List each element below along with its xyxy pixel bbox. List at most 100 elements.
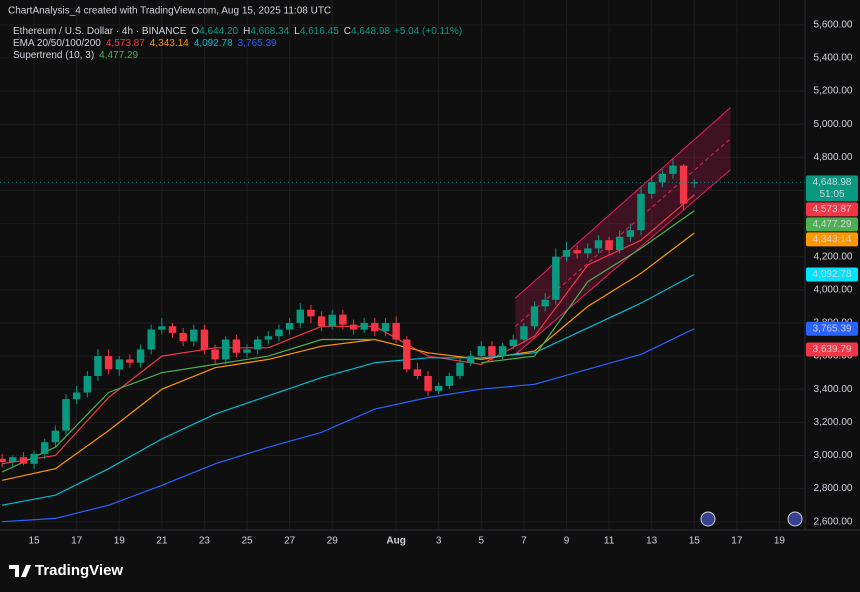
ohlc-key: H [243, 26, 250, 37]
x-tick-label: 17 [71, 536, 83, 547]
candle-body [413, 369, 422, 376]
x-tick-label: 9 [564, 536, 570, 547]
event-icon[interactable] [787, 511, 803, 527]
candle-body [40, 442, 49, 454]
candle-body [243, 349, 251, 353]
ohlc-value: 4,644.20 [199, 26, 238, 37]
candle-body [147, 329, 155, 350]
y-tick-label: 4,200.00 [814, 251, 853, 262]
candle-body [637, 193, 645, 231]
x-tick-label: 7 [521, 536, 527, 547]
symbol: Ethereum / U.S. Dollar · 4h · BINANCE [13, 26, 187, 37]
candle-body [488, 346, 496, 357]
legend-header: ChartAnalysis_4 created with TradingView… [8, 6, 462, 61]
symbol-line: Ethereum / U.S. Dollar · 4h · BINANCE O4,… [13, 26, 462, 37]
ohlc-value: 4,616.45 [300, 26, 339, 37]
price-label: 3,765.39 [813, 323, 852, 334]
candle-body [9, 457, 17, 463]
axes: 2,600.00 2,800.00 3,000.00 3,200.00 3,400.00… [29, 19, 858, 547]
candle-body [498, 346, 507, 357]
ohlc-key: L [294, 26, 300, 37]
candle-body [392, 322, 400, 340]
x-tick-label: 17 [731, 536, 743, 547]
candle-body [552, 256, 560, 300]
candle-body [456, 362, 464, 376]
y-tick-label: 2,800.00 [814, 483, 853, 494]
candle-body [584, 248, 592, 254]
x-tick-label: Aug [386, 536, 405, 547]
candle-body [104, 356, 113, 370]
event-icon[interactable] [700, 511, 716, 527]
ema-value: 4,092.78 [194, 38, 233, 49]
price-label-box [806, 321, 858, 336]
x-tick-label: 15 [29, 536, 41, 547]
candle-body [434, 385, 443, 391]
candle-body [573, 250, 581, 254]
price-label-box [806, 267, 858, 282]
x-tick-label: 21 [156, 536, 168, 547]
x-tick-label: 3 [436, 536, 442, 547]
candle-body [264, 336, 273, 340]
x-tick-label: 19 [774, 536, 786, 547]
candle-body [424, 375, 432, 391]
candle-body [594, 240, 603, 249]
candle-body [62, 399, 70, 431]
price-label: 4,092.78 [813, 269, 852, 280]
candle-body [168, 326, 177, 333]
y-tick-label: 2,600.00 [814, 516, 853, 527]
ema-label: EMA 20/50/100/200 [13, 38, 101, 49]
y-tick-label: 5,000.00 [814, 119, 853, 130]
candle-body [679, 165, 688, 204]
x-tick-label: 11 [604, 536, 615, 547]
candle-body [51, 430, 60, 443]
ema-value: 3,765.39 [238, 38, 277, 49]
channel-mid [515, 138, 731, 327]
price-label: 4,477.29 [813, 219, 852, 230]
y-tick-label: 3,200.00 [814, 417, 853, 428]
candle-body [466, 356, 475, 363]
candle-body [222, 339, 230, 360]
candle-body [19, 457, 28, 464]
candle-body [349, 324, 358, 330]
ema-value: 4,573.87 [106, 38, 145, 49]
candle-body [83, 375, 92, 393]
candle-body [253, 339, 262, 350]
price-label-box [806, 202, 858, 217]
y-tick-label: 4,800.00 [814, 152, 853, 163]
supertrend-label: Supertrend (10, 3) [13, 50, 94, 61]
candle-body [477, 346, 486, 357]
indicator-line [1, 210, 695, 473]
candle-body [285, 322, 294, 330]
ohlc-key: O [191, 26, 199, 37]
indicator-line [2, 328, 695, 523]
y-tick-label: 4,000.00 [814, 284, 853, 295]
y-tick-label: 3,000.00 [814, 450, 853, 461]
ema-line: EMA 20/50/100/200 4,573.87 4,343.14 4,092.7… [13, 38, 277, 49]
candle-body [403, 339, 411, 370]
ohlc-key: C [344, 26, 351, 37]
candle-body [530, 306, 539, 327]
candle-body [626, 230, 635, 237]
y-tick-label: 3,400.00 [814, 384, 853, 395]
indicator-line [1, 232, 695, 481]
candle-body [126, 359, 134, 363]
supertrend-value: 4,477.29 [99, 50, 138, 61]
price-label: 4,343.14 [813, 234, 852, 245]
candle-body [562, 250, 571, 257]
candle-body [94, 356, 102, 376]
candle-body [371, 322, 379, 332]
candle-body [30, 453, 38, 464]
x-tick-label: 13 [646, 536, 658, 547]
candle-body [381, 322, 390, 332]
logo-mark [9, 565, 31, 577]
candle-body [179, 332, 187, 342]
y-tick-label: 5,400.00 [814, 53, 853, 64]
candle-body [690, 182, 698, 184]
price-label-box [806, 342, 858, 357]
indicator-line [2, 194, 695, 465]
plot-area [0, 107, 805, 523]
candle-body [669, 165, 677, 174]
supertrend-line: Supertrend (10, 3) 4,477.29 [13, 50, 139, 61]
candle-body [211, 349, 219, 360]
